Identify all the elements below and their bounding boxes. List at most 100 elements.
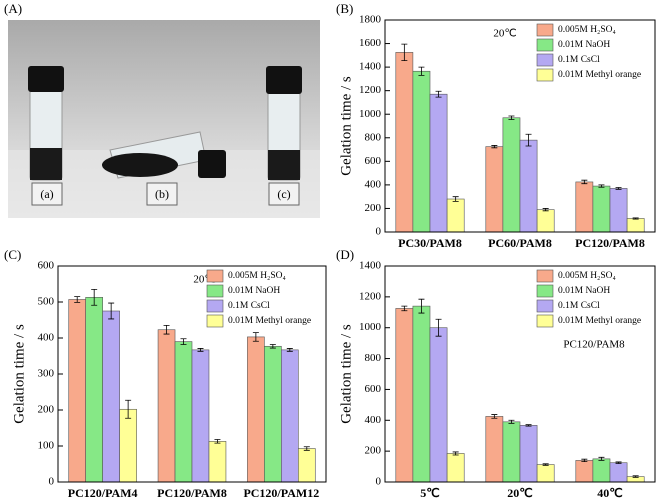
bar [592,458,611,483]
bar [264,345,282,483]
bar [395,308,414,483]
error-bar [632,475,639,478]
y-tick-label: 1200 [359,84,382,96]
legend-label: 0.1M CsCl [558,301,600,311]
y-tick-label: 1800 [359,14,382,26]
annotation: PC120/PAM8 [563,339,625,351]
error-bar [491,145,498,149]
error-bar [581,179,588,185]
bar [191,349,210,483]
legend-label: 0.01M NaOH [558,286,610,296]
bar [502,421,521,483]
y-tick-label: 600 [365,155,382,167]
error-bar [269,344,276,349]
y-tick-label: 600 [38,260,55,272]
error-bar [180,338,187,345]
x-tick-label: 40℃ [597,486,622,500]
bar [157,329,176,483]
cap [28,66,64,92]
y-tick-label: 400 [365,178,382,190]
plot-frame [384,265,656,483]
cap [266,66,302,94]
y-tick-label: 400 [365,414,382,426]
bar [119,408,137,483]
error-bar [125,399,132,419]
y-tick-label: 1400 [359,260,382,272]
legend-label: 0.005M H₂SO₄ [558,25,616,35]
bar [102,310,120,483]
error-bar [435,90,442,98]
error-bar [108,302,115,320]
error-bar [598,456,605,461]
y-tick-label: 0 [376,226,382,238]
error-bar [452,196,459,202]
error-bar [197,348,204,352]
error-bar [615,187,622,190]
bar [429,327,448,483]
plot-frame [57,265,327,483]
error-bar [214,439,221,444]
vial-label-box [31,182,63,206]
bar [536,209,555,233]
y-tick-label: 1200 [359,290,382,302]
panel-label: (B) [336,1,353,16]
legend-swatch [536,38,554,52]
y-tick-label: 1000 [359,108,382,120]
error-bar [401,305,408,312]
legend-swatch [536,68,554,82]
bar [536,464,555,483]
bar [519,139,538,233]
error-bar [163,325,170,335]
x-tick-label: PC120/PAM8 [575,236,645,250]
error-bar [632,217,639,220]
y-tick-label: 400 [38,332,55,344]
legend-swatch [536,23,554,37]
error-bar [598,184,605,188]
bar [575,181,594,233]
error-bar [508,115,515,120]
error-bar [418,66,425,76]
legend-swatch [206,284,224,298]
y-tick-label: 800 [365,352,382,364]
error-bar [615,461,622,464]
x-tick-label: 20℃ [507,486,532,500]
bar [298,448,316,483]
error-bar [252,332,259,342]
y-tick-label: 500 [38,296,55,308]
legend-swatch [206,314,224,328]
y-tick-label: 0 [376,476,382,488]
legend-label: 0.005M H₂SO₄ [558,271,616,281]
x-tick-label: PC120/PAM4 [68,486,138,500]
y-axis-label: Gelation time / s [11,324,27,424]
bar [626,218,645,233]
legend-swatch [536,314,554,328]
error-bar [74,296,81,303]
y-tick-label: 300 [38,368,55,380]
bar [485,416,504,483]
error-bar [525,133,532,147]
bar [609,462,628,483]
vial-label: (c) [277,187,290,201]
bar [412,305,431,483]
y-tick-label: 1000 [359,321,382,333]
y-axis-label: Gelation time / s [338,76,354,176]
y-tick-label: 200 [365,202,382,214]
y-tick-label: 1600 [359,37,382,49]
error-bar [286,348,293,352]
bar [485,146,504,233]
legend-label: 0.01M Methyl orange [228,316,311,326]
bar [609,188,628,233]
legend-swatch [536,299,554,313]
x-tick-label: 5℃ [420,486,439,500]
error-bar [508,419,515,424]
bar [395,52,414,233]
legend-label: 0.01M NaOH [558,40,610,50]
bar [174,341,193,483]
y-tick-label: 0 [49,476,55,488]
bar [208,441,227,483]
bar [592,185,611,233]
gel [102,153,178,177]
gel [30,148,62,180]
bar [446,453,465,483]
